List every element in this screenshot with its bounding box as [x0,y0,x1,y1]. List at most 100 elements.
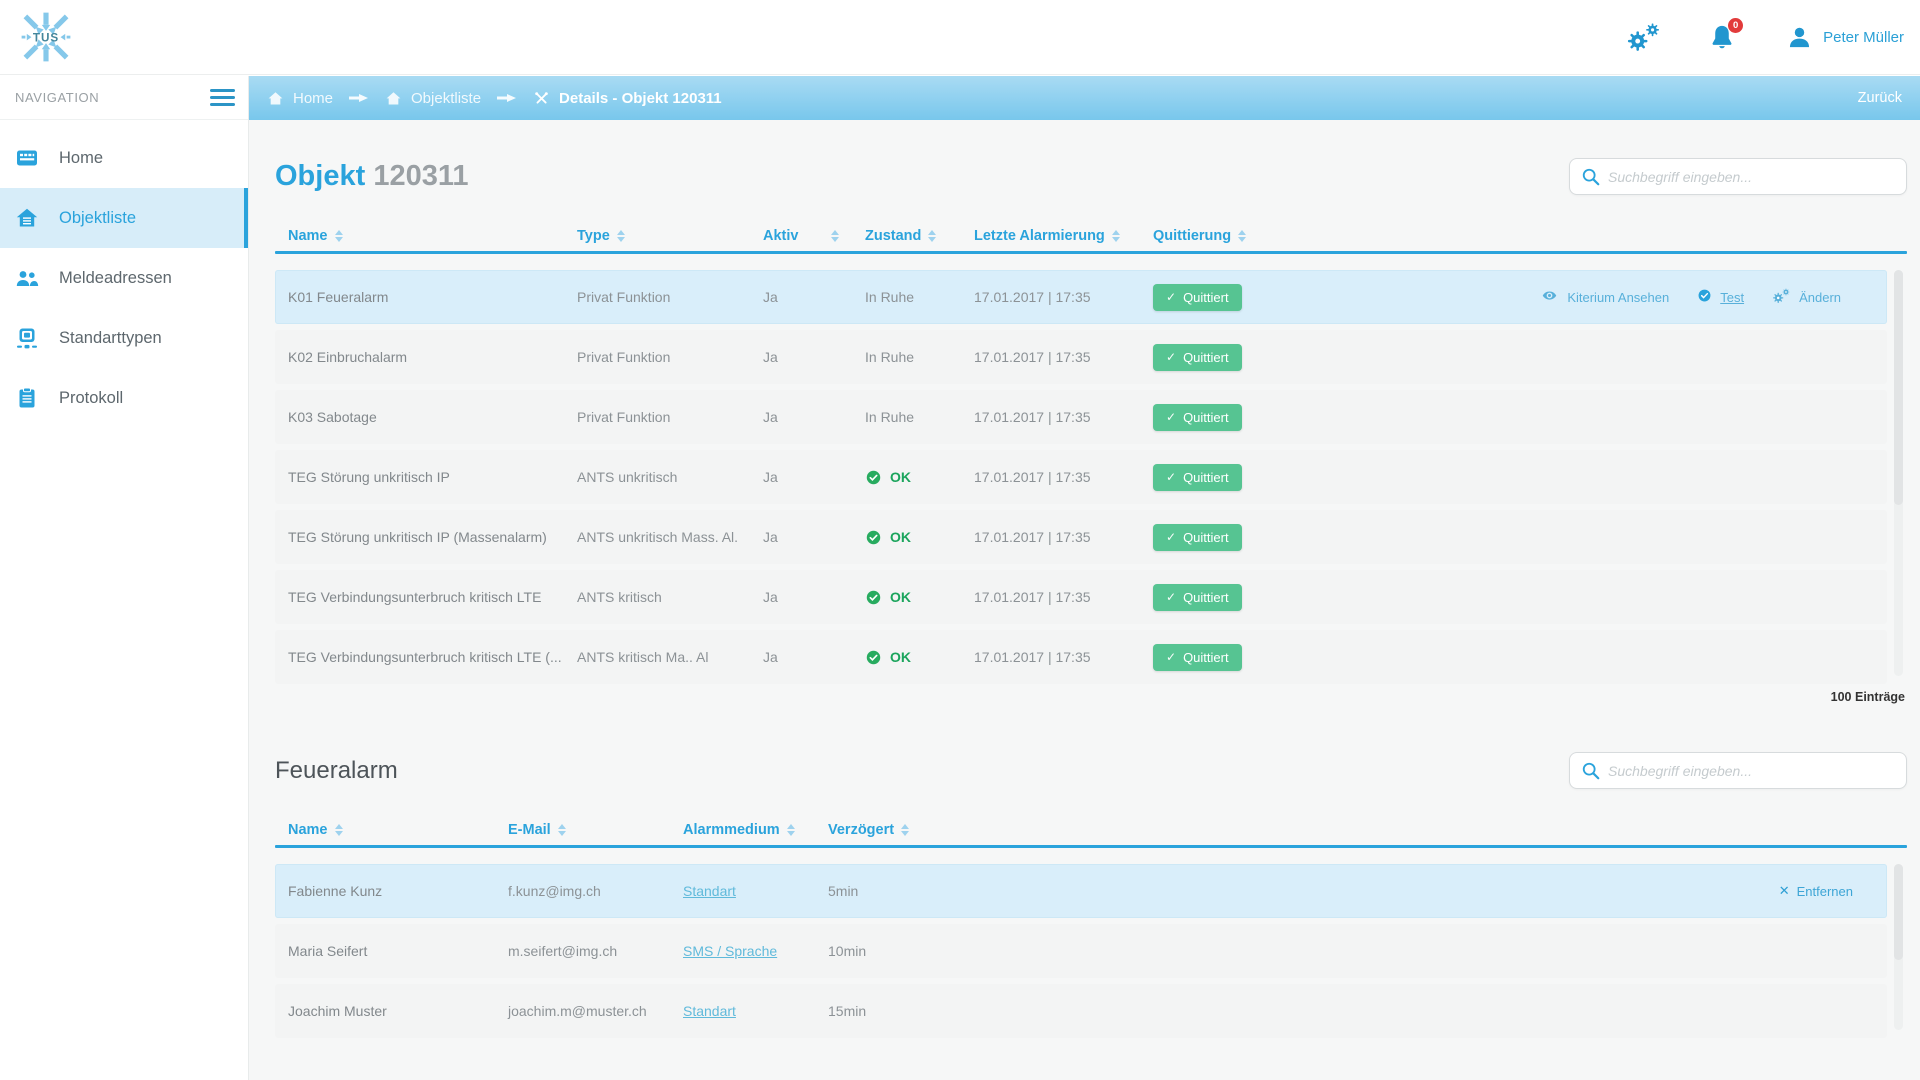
alarmmedium-link[interactable]: Standart [683,1003,736,1019]
detail-table-row[interactable]: Joachim Muster joachim.m@muster.ch Stand… [275,984,1887,1038]
cell-email: f.kunz@img.ch [508,883,683,899]
breadcrumb-arrow-icon [497,92,517,104]
detail-table-row[interactable]: Maria Seifert m.seifert@img.ch SMS / Spr… [275,924,1887,978]
breadcrumb-arrow-icon [349,92,369,104]
main-content: Objekt 120311 NameTypeAktivZustandLetzte… [249,120,1920,1080]
cell-type: ANTS unkritisch Mass. Al. [577,529,763,545]
quittiert-button[interactable]: ✓ Quittiert [1153,464,1242,491]
cell-email: joachim.m@muster.ch [508,1003,683,1019]
sidebar-title: NAVIGATION [15,90,99,105]
object-table-row[interactable]: TEG Verbindungsunterbruch kritisch LTE A… [275,570,1887,624]
breadcrumb: Home Objektliste Details - Objekt 120311… [249,76,1920,120]
sort-icon[interactable] [901,824,909,836]
sort-icon[interactable] [787,824,795,836]
object-table-row[interactable]: TEG Störung unkritisch IP (Massenalarm) … [275,510,1887,564]
sidebar-item-meldeadressen[interactable]: Meldeadressen [0,248,248,308]
column-header[interactable]: Alarmmedium [683,822,828,838]
detail-table-body: Fabienne Kunz f.kunz@img.ch Standart 5mi… [275,864,1887,1038]
row-actions: Kiterium Ansehen Test Ändern [1313,288,1887,307]
hamburger-menu-icon[interactable] [210,89,235,106]
column-header[interactable]: Aktiv [763,228,865,244]
app-window: TUS 0 Peter [0,0,1920,1080]
back-button[interactable]: Zurück [1858,90,1902,106]
user-menu[interactable]: Peter Müller [1786,24,1904,51]
sort-icon[interactable] [617,230,625,242]
column-header[interactable]: Name [275,822,508,838]
object-table-row[interactable]: K02 Einbruchalarm Privat Funktion Ja In … [275,330,1887,384]
check-icon: ✓ [1166,470,1176,484]
cell-letzte-alarmierung: 17.01.2017 | 17:35 [974,409,1153,425]
column-header[interactable]: Name [275,228,577,244]
scrollbar-thumb[interactable] [1894,864,1903,960]
column-header[interactable]: Verzögert [828,822,948,838]
scrollbar-thumb[interactable] [1894,270,1903,505]
page-title: Objekt 120311 [275,160,468,193]
detail-table-row[interactable]: Fabienne Kunz f.kunz@img.ch Standart 5mi… [275,864,1887,918]
entry-count: 100 Einträge [275,690,1907,704]
quittiert-button[interactable]: ✓ Quittiert [1153,524,1242,551]
cell-type: ANTS unkritisch [577,469,763,485]
quittiert-button[interactable]: ✓ Quittiert [1153,584,1242,611]
detail-search-input[interactable] [1570,753,1906,788]
column-header[interactable]: Type [577,228,763,244]
gears-icon [1772,288,1791,307]
object-table-scrollbar[interactable] [1894,270,1903,676]
column-header[interactable]: Quittierung [1153,228,1313,244]
settings-gears-icon[interactable] [1626,22,1662,53]
sidebar-item-objektliste[interactable]: Objektliste [0,188,248,248]
object-search-input[interactable] [1570,159,1906,194]
remove-button[interactable]: ✕ Entfernen [948,883,1887,899]
sort-icon[interactable] [558,824,566,836]
sort-icon[interactable] [928,230,936,242]
cell-type: ANTS kritisch [577,589,763,605]
column-header[interactable]: Zustand [865,228,974,244]
cell-type: Privat Funktion [577,409,763,425]
cell-aktiv: Ja [763,349,865,365]
change-link[interactable]: Ändern [1772,288,1841,307]
test-link[interactable]: Test [1697,288,1744,306]
sort-icon[interactable] [335,824,343,836]
object-table-row[interactable]: TEG Verbindungsunterbruch kritisch LTE (… [275,630,1887,684]
cell-name: Fabienne Kunz [275,883,508,899]
cell-letzte-alarmierung: 17.01.2017 | 17:35 [974,649,1153,665]
cell-zustand: In Ruhe [865,349,974,365]
sidebar-item-protokoll[interactable]: Protokoll [0,368,248,428]
detail-table-scrollbar[interactable] [1894,864,1903,1030]
object-table-row[interactable]: K01 Feueralarm Privat Funktion Ja In Ruh… [275,270,1887,324]
quittiert-button[interactable]: ✓ Quittiert [1153,284,1242,311]
breadcrumb-home[interactable]: Home [267,90,333,107]
cell-name: Joachim Muster [275,1003,508,1019]
ok-status-icon [865,649,882,666]
column-header[interactable]: Letzte Alarmierung [974,228,1153,244]
alarmmedium-link[interactable]: Standart [683,883,736,899]
cell-letzte-alarmierung: 17.01.2017 | 17:35 [974,349,1153,365]
quittiert-button[interactable]: ✓ Quittiert [1153,344,1242,371]
tus-logo[interactable]: TUS [16,7,76,67]
column-header[interactable]: E-Mail [508,822,683,838]
sort-icon[interactable] [831,230,839,242]
alarmmedium-link[interactable]: SMS / Sprache [683,943,777,959]
cell-name: TEG Störung unkritisch IP [275,469,577,485]
cell-zustand: In Ruhe [865,409,974,425]
quittiert-button[interactable]: ✓ Quittiert [1153,404,1242,431]
breadcrumb-objektliste[interactable]: Objektliste [385,90,481,107]
home-dashboard-icon [15,146,39,170]
sort-icon[interactable] [1112,230,1120,242]
notifications-bell-icon[interactable]: 0 [1708,23,1736,51]
sort-icon[interactable] [335,230,343,242]
cell-aktiv: Ja [763,649,865,665]
sidebar-item-home[interactable]: Home [0,128,248,188]
cell-zustand: OK [865,469,974,486]
cell-letzte-alarmierung: 17.01.2017 | 17:35 [974,469,1153,485]
cell-zustand: OK [865,589,974,606]
sort-icon[interactable] [1238,230,1246,242]
quittiert-button[interactable]: ✓ Quittiert [1153,644,1242,671]
view-criterion-link[interactable]: Kiterium Ansehen [1540,288,1669,306]
cell-name: K03 Sabotage [275,409,577,425]
detail-section: Feueralarm NameE-MailAlarmmediumVerzöger… [275,752,1907,1038]
object-table-row[interactable]: TEG Störung unkritisch IP ANTS unkritisc… [275,450,1887,504]
sidebar-item-standarttypen[interactable]: Standarttypen [0,308,248,368]
table-header-underline [275,251,1907,254]
check-icon: ✓ [1166,290,1176,304]
object-table-row[interactable]: K03 Sabotage Privat Funktion Ja In Ruhe … [275,390,1887,444]
